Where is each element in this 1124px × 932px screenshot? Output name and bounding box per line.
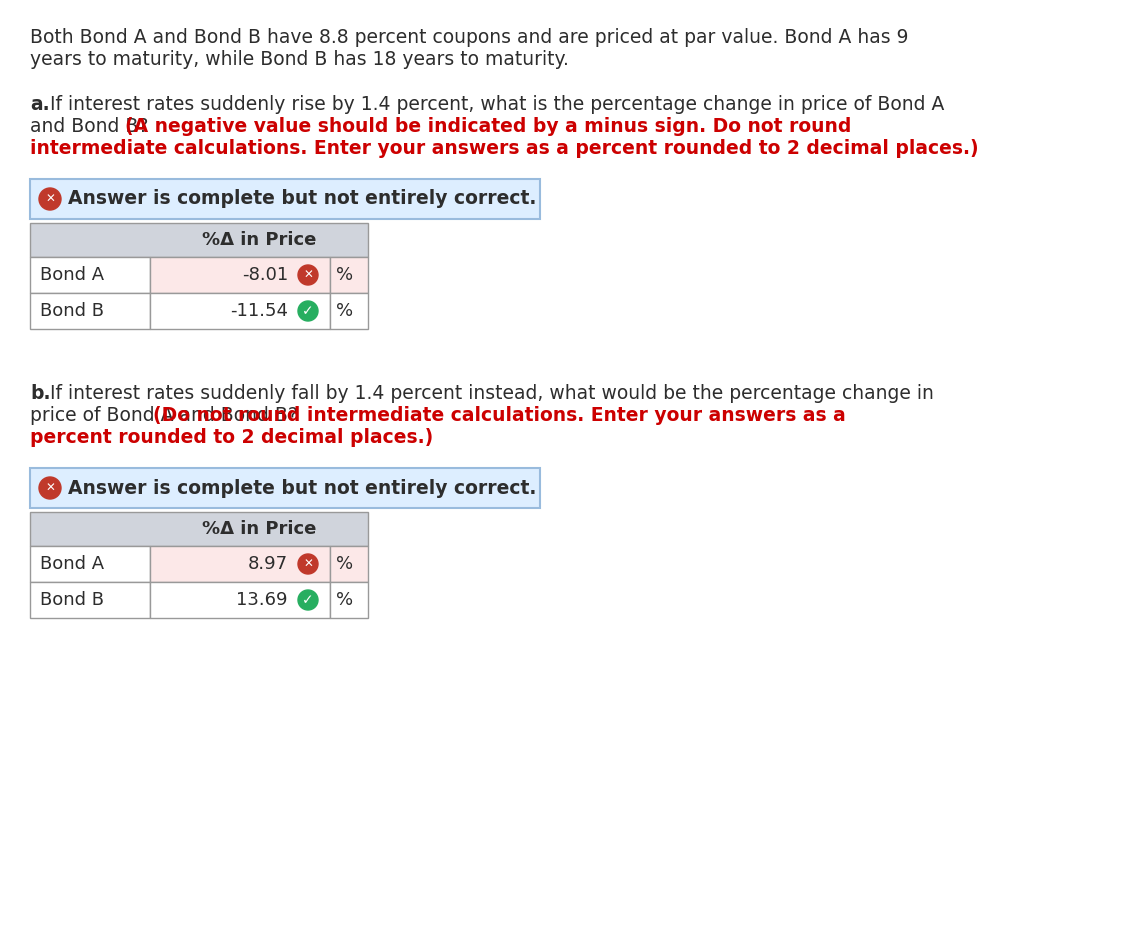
Text: Answer is complete but not entirely correct.: Answer is complete but not entirely corr… xyxy=(67,478,536,498)
Text: Bond B: Bond B xyxy=(40,591,105,609)
Text: %Δ in Price: %Δ in Price xyxy=(202,231,316,249)
FancyBboxPatch shape xyxy=(330,293,368,329)
Circle shape xyxy=(298,554,318,574)
FancyBboxPatch shape xyxy=(30,223,368,257)
Text: 8.97: 8.97 xyxy=(248,555,288,573)
Text: ✕: ✕ xyxy=(45,193,55,205)
Text: years to maturity, while Bond B has 18 years to maturity.: years to maturity, while Bond B has 18 y… xyxy=(30,50,569,69)
Text: %: % xyxy=(336,302,353,320)
Text: a.: a. xyxy=(30,95,49,114)
Text: -11.54: -11.54 xyxy=(230,302,288,320)
FancyBboxPatch shape xyxy=(30,257,149,293)
Circle shape xyxy=(298,301,318,321)
Text: Bond A: Bond A xyxy=(40,555,105,573)
Text: ✓: ✓ xyxy=(302,593,314,607)
FancyBboxPatch shape xyxy=(30,468,540,508)
Text: %: % xyxy=(336,266,353,284)
Text: price of Bond A and Bond B?: price of Bond A and Bond B? xyxy=(30,406,303,425)
FancyBboxPatch shape xyxy=(149,546,330,582)
Text: ✕: ✕ xyxy=(45,482,55,495)
FancyBboxPatch shape xyxy=(30,512,368,546)
Text: ✕: ✕ xyxy=(303,268,312,281)
Circle shape xyxy=(298,265,318,285)
FancyBboxPatch shape xyxy=(30,546,149,582)
Text: %Δ in Price: %Δ in Price xyxy=(202,520,316,538)
Text: ✓: ✓ xyxy=(302,304,314,318)
Text: -8.01: -8.01 xyxy=(242,266,288,284)
Text: Answer is complete but not entirely correct.: Answer is complete but not entirely corr… xyxy=(67,189,536,209)
Text: Bond B: Bond B xyxy=(40,302,105,320)
Text: ✕: ✕ xyxy=(303,557,312,570)
Text: intermediate calculations. Enter your answers as a percent rounded to 2 decimal : intermediate calculations. Enter your an… xyxy=(30,139,979,158)
Text: Both Bond A and Bond B have 8.8 percent coupons and are priced at par value. Bon: Both Bond A and Bond B have 8.8 percent … xyxy=(30,28,908,47)
FancyBboxPatch shape xyxy=(330,257,368,293)
Text: percent rounded to 2 decimal places.): percent rounded to 2 decimal places.) xyxy=(30,428,433,447)
FancyBboxPatch shape xyxy=(330,546,368,582)
Text: %: % xyxy=(336,591,353,609)
FancyBboxPatch shape xyxy=(30,179,540,219)
FancyBboxPatch shape xyxy=(149,257,330,293)
Text: Bond A: Bond A xyxy=(40,266,105,284)
FancyBboxPatch shape xyxy=(30,293,149,329)
Text: b.: b. xyxy=(30,384,51,403)
Circle shape xyxy=(39,477,61,499)
Text: and Bond B?: and Bond B? xyxy=(30,117,154,136)
Text: 13.69: 13.69 xyxy=(236,591,288,609)
Text: (Do not round intermediate calculations. Enter your answers as a: (Do not round intermediate calculations.… xyxy=(153,406,845,425)
Text: If interest rates suddenly rise by 1.4 percent, what is the percentage change in: If interest rates suddenly rise by 1.4 p… xyxy=(49,95,944,114)
Text: If interest rates suddenly fall by 1.4 percent instead, what would be the percen: If interest rates suddenly fall by 1.4 p… xyxy=(49,384,934,403)
FancyBboxPatch shape xyxy=(330,582,368,618)
Text: %: % xyxy=(336,555,353,573)
Circle shape xyxy=(39,188,61,210)
Text: (A negative value should be indicated by a minus sign. Do not round: (A negative value should be indicated by… xyxy=(125,117,851,136)
FancyBboxPatch shape xyxy=(30,582,149,618)
FancyBboxPatch shape xyxy=(149,293,330,329)
Circle shape xyxy=(298,590,318,610)
FancyBboxPatch shape xyxy=(149,582,330,618)
